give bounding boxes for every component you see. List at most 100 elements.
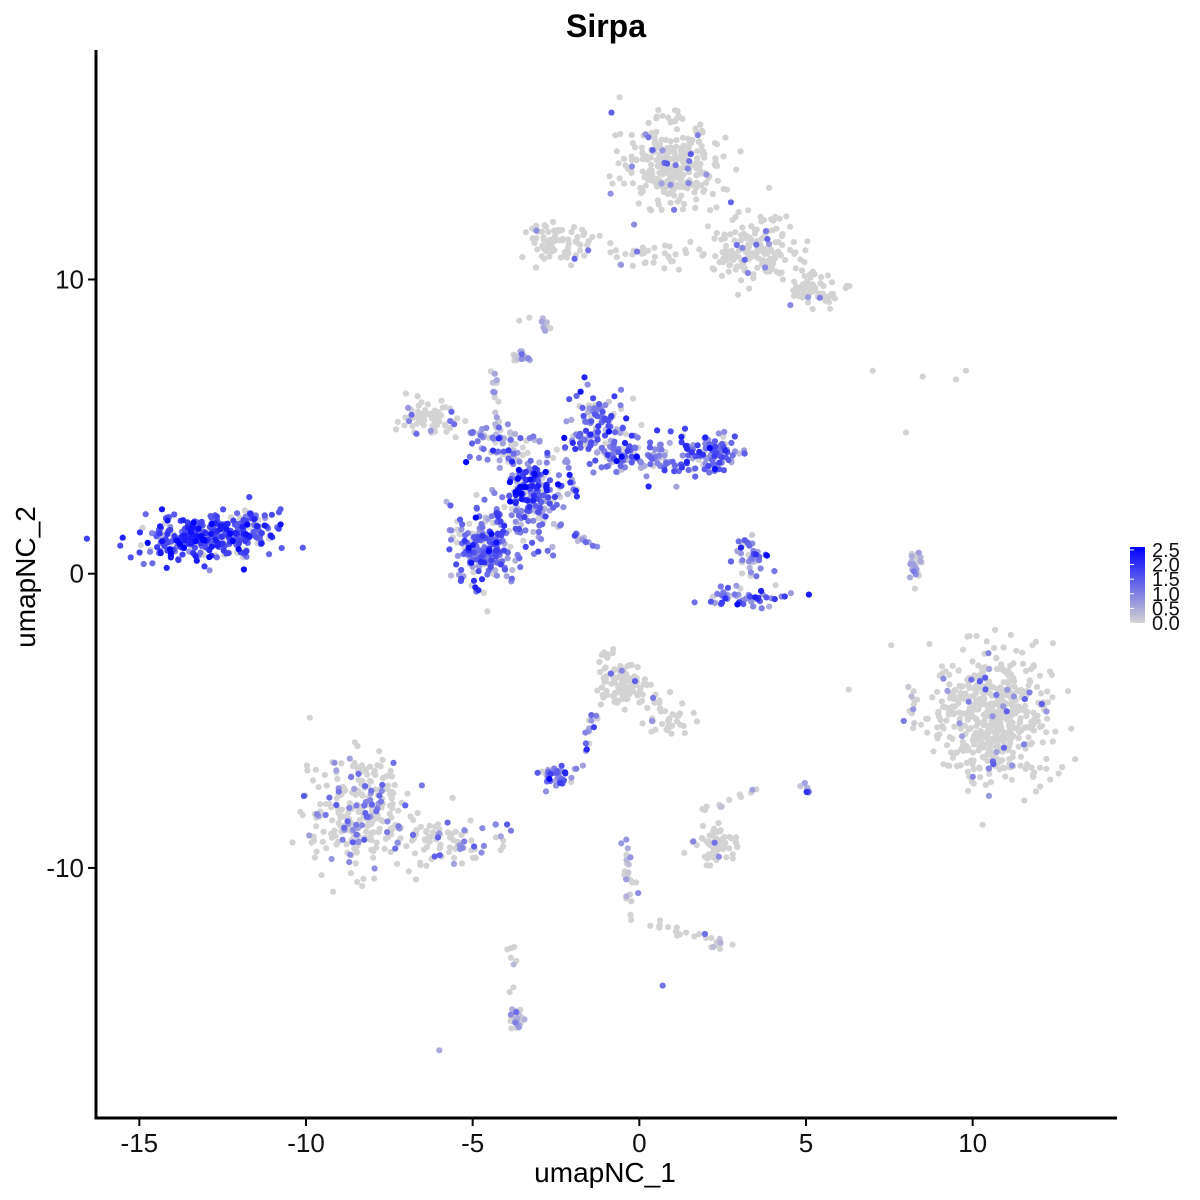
data-point: [405, 404, 412, 411]
data-point: [576, 440, 584, 447]
data-point: [335, 788, 342, 795]
data-point: [427, 427, 434, 434]
data-point: [644, 247, 652, 254]
data-point: [825, 299, 833, 306]
data-point: [770, 260, 777, 267]
data-point: [473, 491, 480, 499]
data-point: [985, 748, 993, 755]
data-point: [319, 838, 326, 846]
data-point: [579, 404, 586, 411]
data-point: [447, 424, 454, 431]
data-point: [492, 834, 499, 841]
data-point: [377, 798, 385, 805]
data-point: [550, 504, 557, 511]
data-point: [346, 800, 353, 807]
data-point: [693, 718, 701, 725]
data-point: [647, 922, 654, 929]
data-point: [458, 526, 465, 533]
data-point: [917, 558, 924, 565]
data-point: [538, 536, 545, 543]
data-point: [447, 502, 454, 509]
data-point: [647, 439, 654, 446]
data-point: [485, 548, 492, 555]
x-tick-label: 10: [958, 1128, 987, 1158]
data-point: [628, 453, 635, 460]
data-point: [426, 822, 433, 829]
data-point: [312, 766, 319, 773]
data-point: [405, 418, 413, 425]
data-point: [638, 697, 646, 705]
data-point: [1026, 689, 1033, 696]
data-point: [526, 314, 533, 321]
data-point: [805, 294, 812, 301]
data-point: [516, 555, 523, 562]
data-point: [419, 419, 426, 426]
data-point: [431, 853, 438, 860]
data-point: [585, 247, 592, 254]
data-point: [668, 258, 675, 265]
data-point: [412, 876, 420, 883]
data-point: [969, 693, 976, 700]
data-point: [550, 520, 557, 528]
data-point: [493, 377, 500, 384]
data-point: [791, 278, 798, 285]
x-tick-label: -5: [461, 1128, 484, 1158]
data-point: [582, 427, 590, 434]
data-point: [977, 774, 984, 781]
data-point: [627, 911, 634, 918]
data-point: [654, 427, 661, 434]
data-point: [423, 828, 430, 836]
data-point: [1021, 688, 1028, 695]
data-point: [769, 227, 776, 234]
data-point: [667, 428, 674, 435]
data-point: [633, 453, 640, 460]
data-point: [450, 860, 458, 868]
data-point: [613, 468, 620, 475]
data-point: [828, 279, 836, 286]
data-point: [712, 443, 719, 450]
data-point: [582, 740, 590, 747]
data-point: [1049, 738, 1056, 745]
data-point: [966, 633, 973, 640]
data-point: [741, 450, 748, 457]
data-point: [391, 781, 398, 789]
data-point: [379, 781, 386, 789]
scatter-points: [83, 94, 1079, 1054]
data-point: [347, 870, 354, 877]
data-point: [495, 448, 502, 455]
data-point: [667, 138, 674, 145]
data-point: [1037, 783, 1044, 790]
data-point: [144, 539, 151, 547]
data-point: [715, 820, 722, 827]
data-point: [1017, 762, 1024, 769]
data-point: [624, 845, 631, 852]
data-point: [535, 548, 542, 555]
data-point: [229, 537, 236, 545]
data-point: [767, 255, 774, 262]
data-point: [157, 523, 164, 530]
data-point: [371, 865, 378, 872]
data-point: [212, 536, 219, 544]
data-point: [1002, 773, 1009, 780]
data-point: [1010, 705, 1017, 712]
data-point: [645, 134, 652, 141]
data-point: [1055, 770, 1062, 777]
data-point: [591, 411, 599, 418]
data-point: [910, 701, 918, 708]
data-point: [637, 184, 644, 191]
data-point: [651, 699, 658, 706]
data-point: [725, 456, 732, 464]
data-point: [910, 688, 917, 695]
data-point: [524, 497, 531, 504]
data-point: [659, 720, 666, 728]
data-point: [729, 941, 736, 948]
data-point: [573, 493, 581, 500]
x-tick-label: 0: [632, 1128, 646, 1158]
data-point: [206, 554, 213, 561]
data-point: [395, 823, 402, 830]
data-point: [971, 714, 979, 722]
data-point: [545, 228, 552, 236]
data-point: [947, 695, 954, 702]
data-point: [206, 567, 213, 574]
data-point: [720, 433, 727, 440]
